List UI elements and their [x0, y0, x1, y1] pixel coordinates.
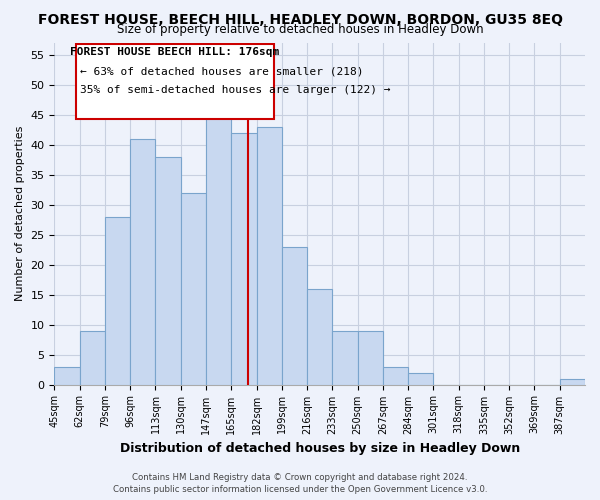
X-axis label: Distribution of detached houses by size in Headley Down: Distribution of detached houses by size … [119, 442, 520, 455]
Bar [408, 372, 433, 384]
Bar [55, 366, 80, 384]
Text: ← 63% of detached houses are smaller (218): ← 63% of detached houses are smaller (21… [80, 66, 363, 76]
Y-axis label: Number of detached properties: Number of detached properties [15, 126, 25, 301]
Bar [231, 132, 257, 384]
Text: 35% of semi-detached houses are larger (122) →: 35% of semi-detached houses are larger (… [80, 84, 390, 94]
Text: Size of property relative to detached houses in Headley Down: Size of property relative to detached ho… [116, 22, 484, 36]
FancyBboxPatch shape [76, 44, 274, 120]
Bar [206, 108, 231, 384]
Bar [560, 378, 585, 384]
Bar [358, 330, 383, 384]
Bar [130, 138, 155, 384]
Bar [282, 246, 307, 384]
Text: FOREST HOUSE BEECH HILL: 176sqm: FOREST HOUSE BEECH HILL: 176sqm [70, 48, 280, 58]
Bar [105, 216, 130, 384]
Text: FOREST HOUSE, BEECH HILL, HEADLEY DOWN, BORDON, GU35 8EQ: FOREST HOUSE, BEECH HILL, HEADLEY DOWN, … [37, 12, 563, 26]
Bar [383, 366, 408, 384]
Bar [80, 330, 105, 384]
Bar [155, 156, 181, 384]
Bar [181, 192, 206, 384]
Text: Contains HM Land Registry data © Crown copyright and database right 2024.
Contai: Contains HM Land Registry data © Crown c… [113, 472, 487, 494]
Bar [307, 288, 332, 384]
Bar [332, 330, 358, 384]
Bar [257, 126, 282, 384]
